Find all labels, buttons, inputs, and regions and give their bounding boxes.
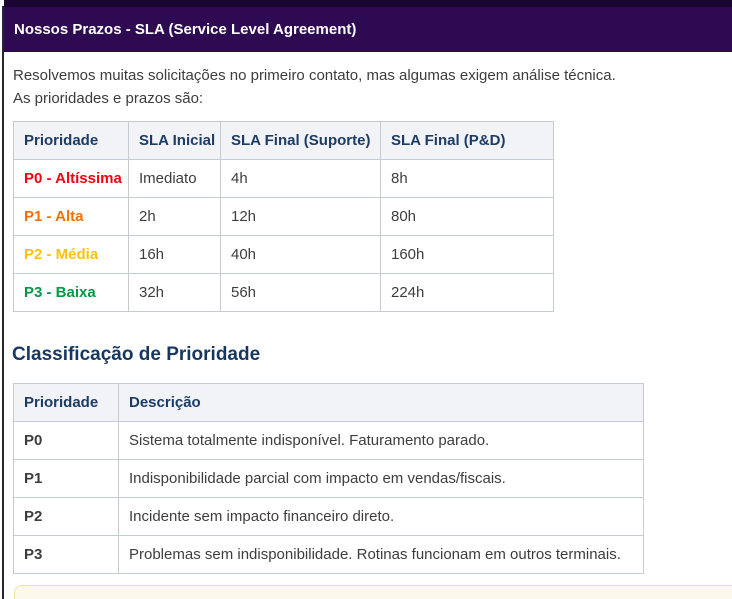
- sla-final-suporte-value: 56h: [220, 273, 381, 312]
- sla-final-suporte-value: 40h: [220, 235, 381, 274]
- priority-description: Sistema totalmente indisponível. Faturam…: [118, 421, 644, 460]
- priority-code: P3: [13, 535, 119, 574]
- sla-inicial-value: 2h: [128, 197, 221, 236]
- table-row: P1 - Alta 2h 12h 80h: [13, 197, 554, 236]
- table-row: P2 Incidente sem impacto financeiro dire…: [13, 497, 644, 536]
- sla-inicial-value: Imediato: [128, 159, 221, 198]
- table-row: P0 - Altíssima Imediato 4h 8h: [13, 159, 554, 198]
- sla-col-prioridade: Prioridade: [13, 121, 129, 160]
- panel-left-border: [2, 6, 4, 599]
- sla-col-final-pd: SLA Final (P&D): [380, 121, 554, 160]
- sla-col-inicial: SLA Inicial: [128, 121, 221, 160]
- table-row: P3 Problemas sem indisponibilidade. Roti…: [13, 535, 644, 574]
- priority-description: Incidente sem impacto financeiro direto.: [118, 497, 644, 536]
- sla-inicial-value: 32h: [128, 273, 221, 312]
- classification-header-row: Prioridade Descrição: [13, 383, 644, 422]
- priority-label: P2 - Média: [13, 235, 129, 274]
- sla-final-pd-value: 80h: [380, 197, 554, 236]
- page-title: Nossos Prazos - SLA (Service Level Agree…: [14, 21, 357, 38]
- warning-box: [14, 585, 732, 599]
- table-row: P2 - Média 16h 40h 160h: [13, 235, 554, 274]
- sla-final-suporte-value: 12h: [220, 197, 381, 236]
- page-header: Nossos Prazos - SLA (Service Level Agree…: [4, 7, 732, 52]
- class-col-prioridade: Prioridade: [13, 383, 119, 422]
- intro-line-1: Resolvemos muitas solicitações no primei…: [13, 67, 616, 84]
- table-row: P3 - Baixa 32h 56h 224h: [13, 273, 554, 312]
- sla-final-pd-value: 8h: [380, 159, 554, 198]
- header-top-strip: [4, 0, 732, 7]
- class-col-descricao: Descrição: [118, 383, 644, 422]
- sla-col-final-suporte: SLA Final (Suporte): [220, 121, 381, 160]
- priority-description: Problemas sem indisponibilidade. Rotinas…: [118, 535, 644, 574]
- priority-label: P0 - Altíssima: [13, 159, 129, 198]
- intro-line-2: As prioridades e prazos são:: [13, 90, 204, 107]
- priority-label: P1 - Alta: [13, 197, 129, 236]
- sla-inicial-value: 16h: [128, 235, 221, 274]
- sla-final-pd-value: 224h: [380, 273, 554, 312]
- priority-description: Indisponibilidade parcial com impacto em…: [118, 459, 644, 498]
- priority-code: P1: [13, 459, 119, 498]
- table-row: P0 Sistema totalmente indisponível. Fatu…: [13, 421, 644, 460]
- intro-text: Resolvemos muitas solicitações no primei…: [13, 64, 616, 110]
- priority-code: P0: [13, 421, 119, 460]
- sla-table-header-row: Prioridade SLA Inicial SLA Final (Suport…: [13, 121, 554, 160]
- table-row: P1 Indisponibilidade parcial com impacto…: [13, 459, 644, 498]
- priority-code: P2: [13, 497, 119, 536]
- sla-final-pd-value: 160h: [380, 235, 554, 274]
- classification-heading: Classificação de Prioridade: [12, 344, 261, 365]
- sla-final-suporte-value: 4h: [220, 159, 381, 198]
- classification-table: Prioridade Descrição P0 Sistema totalmen…: [13, 383, 644, 574]
- priority-label: P3 - Baixa: [13, 273, 129, 312]
- sla-table: Prioridade SLA Inicial SLA Final (Suport…: [13, 121, 554, 312]
